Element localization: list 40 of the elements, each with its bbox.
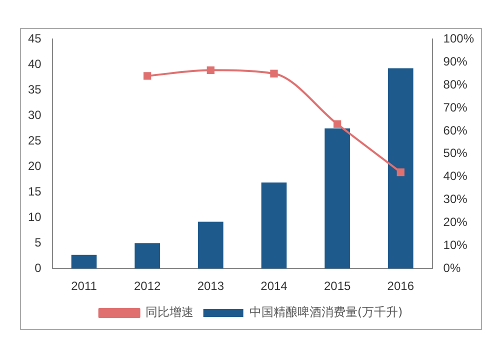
- y-tick-label: 5: [34, 235, 42, 250]
- y2-tick-label: 20%: [443, 215, 468, 230]
- point: [144, 72, 152, 80]
- y2-tick-label: 100%: [443, 32, 474, 46]
- x-tick-label: 2016: [387, 279, 414, 294]
- y2-tick-label: 0%: [443, 260, 461, 275]
- y2-tick-label: 90%: [443, 54, 468, 68]
- legend-label: 中国精酿啤酒消费量(万千升): [249, 305, 403, 320]
- y-tick-label: 25: [28, 133, 42, 148]
- bar: [198, 222, 224, 269]
- bar: [324, 128, 350, 269]
- y-tick-label: 0: [34, 260, 42, 275]
- x-tick-label: 2013: [197, 279, 224, 294]
- point: [396, 168, 404, 176]
- bar: [388, 68, 414, 269]
- y-tick-label: 10: [28, 210, 42, 224]
- y-tick-label: 40: [28, 57, 42, 71]
- x-tick-label: 2015: [324, 279, 351, 294]
- bar: [261, 182, 287, 269]
- y-tick-label: 20: [28, 158, 42, 173]
- legend-label: 同比增速: [145, 305, 194, 320]
- x-tick-label: 2014: [260, 279, 288, 294]
- y2-tick-label: 80%: [443, 77, 468, 92]
- bar: [134, 243, 160, 269]
- y2-tick-label: 40%: [443, 169, 468, 184]
- y-tick-label: 35: [28, 82, 42, 96]
- y2-tick-label: 30%: [443, 192, 468, 206]
- y-tick-label: 15: [28, 184, 42, 198]
- y2-tick-label: 60%: [443, 123, 468, 138]
- y2-tick-label: 70%: [443, 100, 468, 114]
- x-tick-label: 2011: [71, 279, 98, 294]
- point: [270, 70, 278, 78]
- point: [333, 120, 342, 128]
- point: [206, 66, 214, 74]
- y2-tick-label: 50%: [443, 146, 468, 160]
- y-tick-label: 45: [28, 32, 42, 46]
- y-tick-label: 30: [28, 108, 42, 122]
- x-tick-label: 2012: [134, 279, 162, 294]
- bar: [71, 254, 97, 269]
- y2-tick-label: 10%: [443, 238, 468, 252]
